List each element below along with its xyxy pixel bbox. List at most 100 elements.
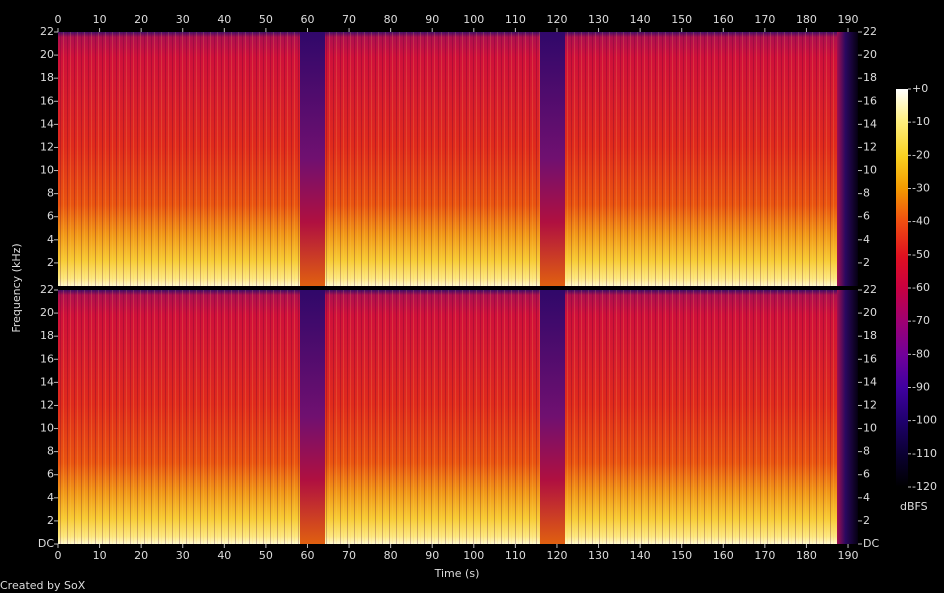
colorbar-tick-label: -90 (912, 381, 930, 394)
y-tick-label: 18 (40, 329, 54, 342)
x-tick-label: 10 (93, 549, 107, 562)
x-tick-label: 50 (259, 13, 273, 26)
x-tick-label: 130 (588, 549, 609, 562)
y-tick-label: 10 (863, 422, 877, 435)
x-tick-label: 70 (342, 13, 356, 26)
y-tick-label: 18 (40, 71, 54, 84)
x-tick-label: 150 (671, 13, 692, 26)
colorbar-tick-label: -30 (912, 182, 930, 195)
x-tick-label: 20 (134, 13, 148, 26)
y-tick-label: 16 (40, 94, 54, 107)
y-tick-label: 10 (863, 164, 877, 177)
x-tick-label: 0 (55, 13, 62, 26)
x-tick-label: 0 (55, 549, 62, 562)
x-axis-label: Time (s) (434, 567, 480, 580)
y-tick-label: 4 (47, 491, 54, 504)
texture (58, 290, 840, 544)
colorbar-tick-label: +0 (912, 82, 928, 95)
y-tick-label: 22 (40, 283, 54, 296)
y-tick-label: 4 (47, 233, 54, 246)
x-tick-label: 120 (546, 549, 567, 562)
x-tick-label: 90 (425, 549, 439, 562)
y-tick-label: 8 (47, 445, 54, 458)
colorbar-tick-label: -120 (912, 480, 937, 493)
x-tick-label: 190 (838, 13, 859, 26)
x-tick-label: 100 (463, 13, 484, 26)
x-tick-label: 50 (259, 549, 273, 562)
x-tick-label: 40 (217, 13, 231, 26)
y-tick-label: DC (863, 537, 879, 550)
colorbar-tick-label: -110 (912, 447, 937, 460)
x-tick-label: 140 (630, 549, 651, 562)
x-tick-label: 140 (630, 13, 651, 26)
y-tick-label: 20 (40, 48, 54, 61)
colorbar-tick-label: -50 (912, 248, 930, 261)
x-tick-label: 180 (796, 13, 817, 26)
quiet-region (540, 290, 565, 544)
x-tick-label: 20 (134, 549, 148, 562)
y-tick-label: 8 (863, 445, 870, 458)
x-tick-label: 110 (505, 549, 526, 562)
colorbar-tick-label: -70 (912, 314, 930, 327)
texture (58, 32, 840, 286)
colorbar-tick-label: -100 (912, 414, 937, 427)
y-tick-label: 2 (863, 256, 870, 269)
x-tick-label: 100 (463, 549, 484, 562)
y-tick-label: 20 (863, 48, 877, 61)
x-tick-label: 160 (713, 13, 734, 26)
quiet-region (300, 290, 325, 544)
colorbar-label: dBFS (900, 500, 928, 513)
x-tick-label: 150 (671, 549, 692, 562)
y-tick-label: 4 (863, 491, 870, 504)
footer: Created by SoX (0, 579, 86, 592)
y-tick-label: 12 (863, 140, 877, 153)
colorbar-tick-label: -10 (912, 115, 930, 128)
y-tick-label: 14 (863, 375, 877, 388)
y-tick-label: 22 (863, 25, 877, 38)
y-tick-label: 12 (863, 398, 877, 411)
x-tick-label: 60 (300, 13, 314, 26)
x-tick-label: 130 (588, 13, 609, 26)
y-tick-label: 16 (863, 94, 877, 107)
x-tick-label: 80 (384, 549, 398, 562)
tail (837, 32, 858, 286)
y-tick-label: 22 (863, 283, 877, 296)
x-tick-label: 90 (425, 13, 439, 26)
y-tick-label: 2 (47, 514, 54, 527)
x-tick-label: 160 (713, 549, 734, 562)
colorbar (896, 89, 908, 487)
y-tick-label: 2 (47, 256, 54, 269)
x-tick-label: 40 (217, 549, 231, 562)
x-tick-label: 170 (754, 13, 775, 26)
y-tick-label: DC (38, 537, 54, 550)
x-tick-label: 180 (796, 549, 817, 562)
tail (837, 290, 858, 544)
y-tick-label: 14 (863, 117, 877, 130)
colorbar-tick-label: -80 (912, 347, 930, 360)
colorbar-tick-label: -20 (912, 148, 930, 161)
x-tick-label: 60 (300, 549, 314, 562)
x-tick-label: 80 (384, 13, 398, 26)
colorbar-tick-label: -60 (912, 281, 930, 294)
y-tick-label: 20 (863, 306, 877, 319)
spectrogram-top (58, 32, 858, 286)
x-tick-label: 110 (505, 13, 526, 26)
y-tick-label: 4 (863, 233, 870, 246)
y-tick-label: 12 (40, 140, 54, 153)
x-tick-label: 170 (754, 549, 775, 562)
y-axis-label: Frequency (kHz) (10, 243, 23, 332)
colorbar-tick-label: -40 (912, 215, 930, 228)
y-tick-label: 18 (863, 71, 877, 84)
y-tick-label: 10 (40, 164, 54, 177)
x-tick-label: 30 (176, 549, 190, 562)
y-tick-label: 6 (47, 468, 54, 481)
y-tick-label: 12 (40, 398, 54, 411)
y-tick-label: 18 (863, 329, 877, 342)
y-tick-label: 16 (863, 352, 877, 365)
y-tick-label: 6 (47, 210, 54, 223)
spectrogram-bottom (58, 290, 858, 544)
x-tick-label: 30 (176, 13, 190, 26)
y-tick-label: 14 (40, 117, 54, 130)
x-tick-label: 190 (838, 549, 859, 562)
